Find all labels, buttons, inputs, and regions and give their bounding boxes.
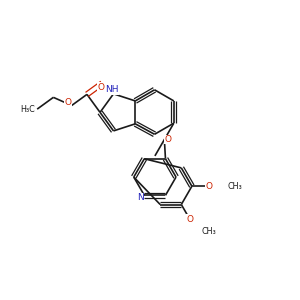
Text: NH: NH (105, 85, 119, 94)
Text: O: O (186, 215, 193, 224)
Text: O: O (205, 182, 212, 191)
Text: CH₃: CH₃ (201, 227, 216, 236)
Text: O: O (164, 135, 171, 144)
Text: H₃C: H₃C (20, 105, 34, 114)
Text: O: O (97, 83, 104, 92)
Text: CH₃: CH₃ (227, 182, 242, 191)
Text: N: N (137, 194, 144, 202)
Text: O: O (64, 98, 71, 107)
